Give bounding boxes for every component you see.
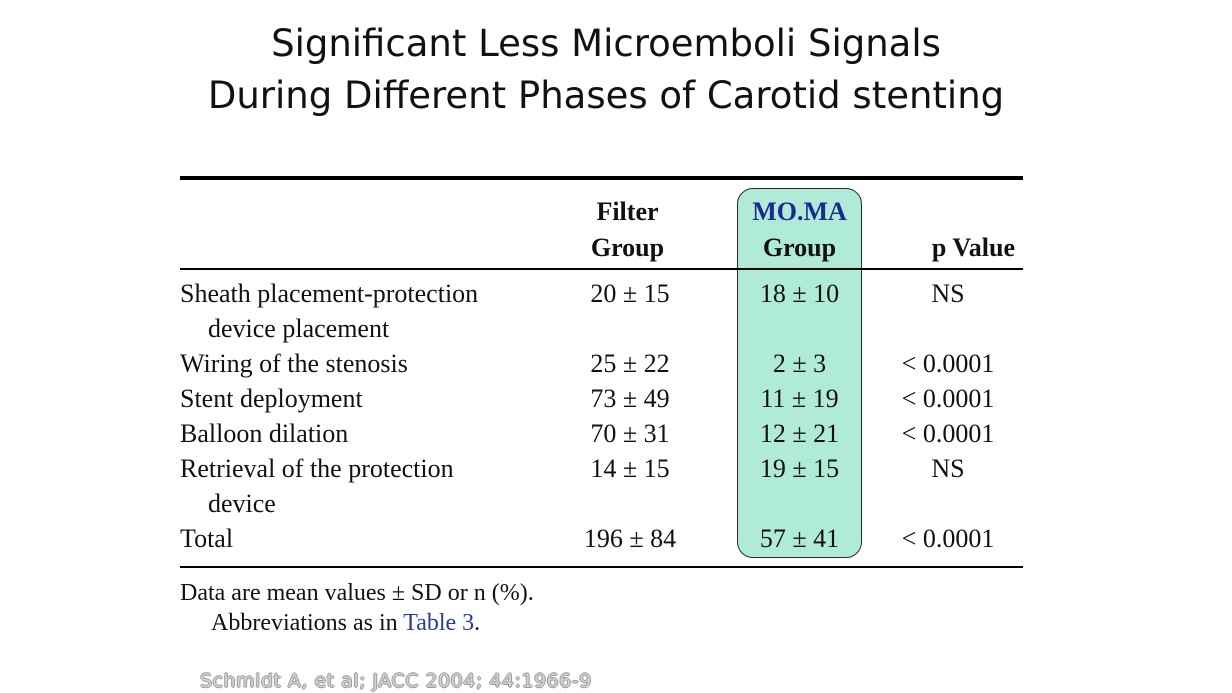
cell-moma: 18 ± 10 — [759, 279, 840, 308]
cell-p-value: < 0.0001 — [901, 419, 995, 448]
cell-p-value: NS — [931, 454, 965, 483]
row-label: Wiring of the stenosis — [180, 346, 560, 381]
footnote-prefix: Abbreviations as in — [211, 610, 404, 636]
slide-title-line-1: Significant Less Microemboli Signals — [271, 22, 941, 65]
header-p-value: p Value — [931, 233, 1015, 262]
citation: Schmidt A, et al; JACC 2004; 44:1966-9 — [200, 670, 592, 692]
results-table: Filter Group MO.MA Group p Value Sheath … — [180, 176, 1023, 568]
row-label-line-1: Balloon dilation — [180, 419, 349, 448]
cell-moma: 57 ± 41 — [759, 524, 840, 553]
moma-column-highlight — [737, 188, 862, 558]
header-moma-line-2: Group — [762, 233, 837, 262]
cell-filter: 73 ± 49 — [590, 384, 670, 413]
row-label: Retrieval of the protection device — [180, 451, 560, 521]
header-filter-line-2: Group — [590, 233, 665, 262]
table-row: Balloon dilation 70 ± 31 12 ± 21 < 0.000… — [180, 416, 1023, 451]
cell-p-value: < 0.0001 — [901, 524, 995, 553]
table-top-rule — [180, 176, 1023, 180]
row-label-line-1: Wiring of the stenosis — [180, 349, 408, 378]
header-moma-line-1: MO.MA — [752, 197, 847, 226]
table-row: Stent deployment 73 ± 49 11 ± 19 < 0.000… — [180, 381, 1023, 416]
header-filter-line-1: Filter — [596, 197, 659, 226]
slide-title-line-2: During Different Phases of Carotid stent… — [207, 74, 1005, 117]
row-label-line-2: device — [208, 489, 276, 518]
cell-moma: 11 ± 19 — [760, 384, 839, 413]
table-body: Sheath placement-protection device place… — [180, 270, 1023, 566]
row-label-line-1: Retrieval of the protection — [180, 454, 454, 483]
cell-p-value: < 0.0001 — [901, 384, 995, 413]
table-bottom-rule — [180, 566, 1023, 568]
cell-filter: 70 ± 31 — [590, 419, 670, 448]
cell-moma: 19 ± 15 — [759, 454, 840, 483]
table-footnote: Data are mean values ± SD or n (%). Abbr… — [180, 578, 534, 638]
row-label-line-1: Stent deployment — [180, 384, 363, 413]
row-label: Stent deployment — [180, 381, 560, 416]
footnote-line-2: Abbreviations as in Table 3. — [180, 608, 534, 638]
row-label-line-1: Sheath placement-protection — [180, 279, 479, 308]
table-row: Retrieval of the protection device 14 ± … — [180, 451, 1023, 521]
table-3-link[interactable]: Table 3 — [403, 610, 475, 636]
header-moma-group: MO.MA Group — [737, 194, 862, 266]
table-header-rule — [180, 268, 1023, 270]
table-header-row: Filter Group MO.MA Group p Value — [180, 180, 1023, 268]
cell-moma: 2 ± 3 — [772, 349, 827, 378]
cell-moma: 12 ± 21 — [759, 419, 840, 448]
row-label: Balloon dilation — [180, 416, 560, 451]
table-row: Sheath placement-protection device place… — [180, 276, 1023, 346]
header-filter-group: Filter Group — [570, 194, 685, 266]
row-label: Total — [180, 521, 560, 556]
row-label-line-2: device placement — [208, 314, 390, 343]
footnote-suffix: . — [474, 610, 481, 636]
cell-p-value: NS — [931, 279, 965, 308]
footnote-line-1: Data are mean values ± SD or n (%). — [180, 580, 534, 606]
cell-filter: 14 ± 15 — [590, 454, 670, 483]
slide-title: Significant Less Microemboli Signals Dur… — [0, 18, 1212, 122]
row-label: Sheath placement-protection device place… — [180, 276, 560, 346]
cell-filter: 196 ± 84 — [583, 524, 677, 553]
cell-p-value: < 0.0001 — [901, 349, 995, 378]
cell-filter: 20 ± 15 — [590, 279, 670, 308]
row-label-line-1: Total — [180, 524, 234, 553]
cell-filter: 25 ± 22 — [590, 349, 670, 378]
table-row: Total 196 ± 84 57 ± 41 < 0.0001 — [180, 521, 1023, 556]
table-row: Wiring of the stenosis 25 ± 22 2 ± 3 < 0… — [180, 346, 1023, 381]
